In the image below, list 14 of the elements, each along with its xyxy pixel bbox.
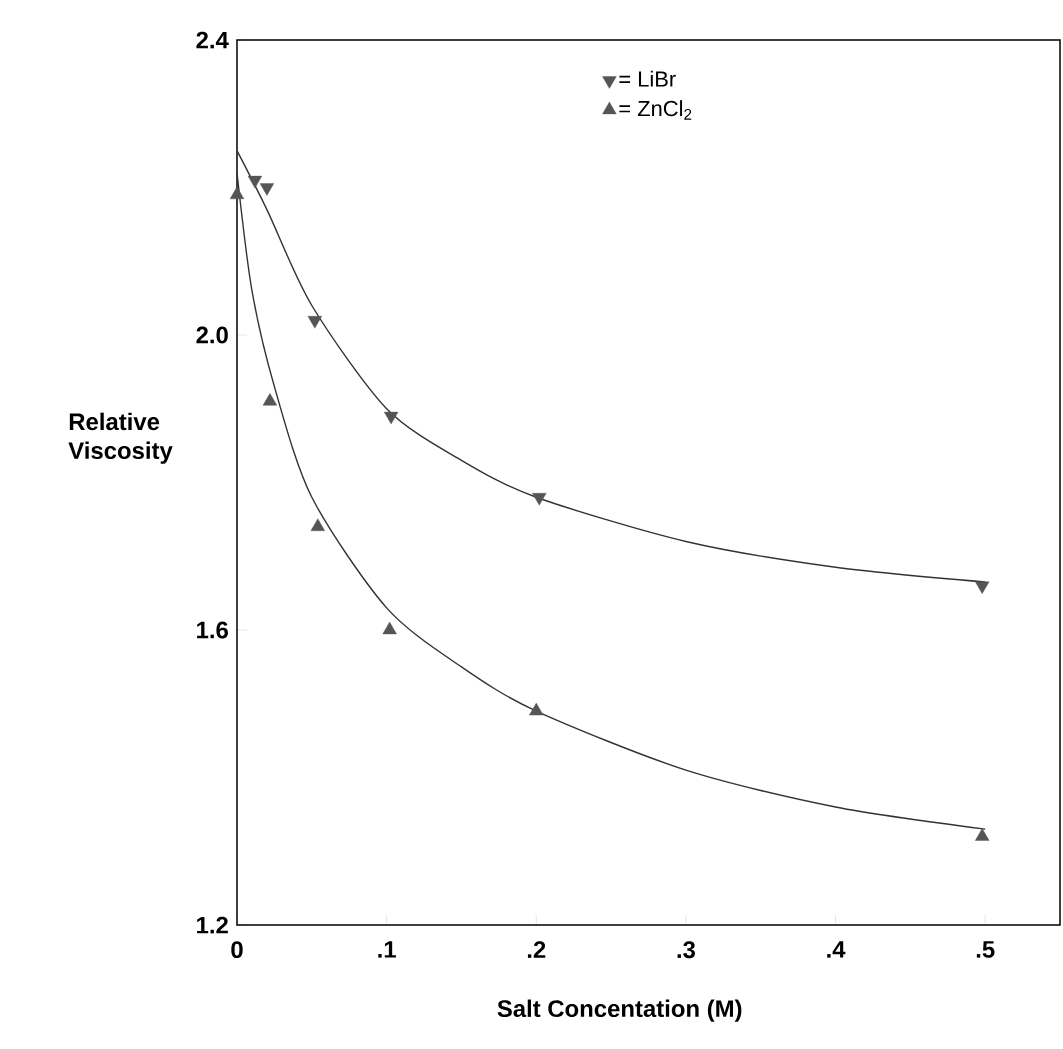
- y-tick-label: 1.6: [197, 621, 228, 639]
- x-tick-label: .3: [677, 941, 696, 959]
- y-axis-title: Relative Viscosity: [68, 412, 173, 464]
- x-tick-label: 0: [231, 941, 243, 959]
- x-tick-label: .2: [527, 941, 546, 958]
- x-tick-label: .1: [378, 941, 396, 958]
- y-tick-label: 2.4: [196, 31, 229, 49]
- legend-label: = LiBr: [619, 70, 676, 87]
- y-tick-label: 2.0: [196, 326, 228, 344]
- x-tick-label: .4: [827, 941, 846, 958]
- x-axis-title: Salt Concentation (M): [497, 999, 742, 1022]
- legend-label: = ZnCl$_{2}$: [619, 100, 692, 120]
- y-tick-label: 1.2: [197, 916, 228, 934]
- x-tick-label: .5: [976, 941, 995, 958]
